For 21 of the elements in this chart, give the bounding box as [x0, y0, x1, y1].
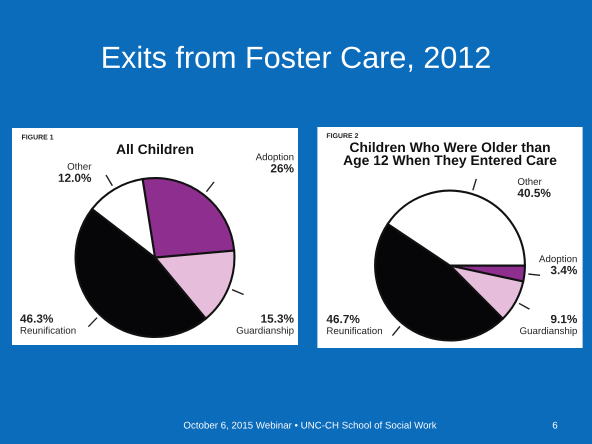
text: Exits from Foster Care, 2012	[103, 46, 490, 72]
slice-label: Guardianship	[520, 327, 577, 336]
text: October 6, 2015 Webinar • UNC-CH School of Social Work	[184, 421, 437, 430]
slice-label: Adoption	[538, 255, 577, 264]
data-label: 9.1%	[550, 314, 578, 324]
data-label: 26%	[270, 164, 294, 172]
text: 6	[552, 422, 558, 429]
slice-label: Guardianship	[236, 326, 294, 336]
slice-label: Other	[68, 162, 92, 170]
data-label: 12.0%	[58, 174, 92, 182]
chart-title: All Children	[116, 144, 194, 154]
data-label: 46.3%	[20, 314, 54, 323]
data-label: 46.7%	[326, 314, 360, 324]
slice-label: Adoption	[256, 153, 294, 162]
slice-label: Other	[518, 178, 542, 186]
slice-label: Reunification	[20, 326, 76, 334]
slice-label: Reunification	[327, 327, 382, 334]
data-label: 3.4%	[550, 266, 578, 274]
chart-title: Children Who Were Older than Age 12 When They Entered Care	[343, 142, 556, 168]
data-label: 15.3%	[261, 314, 294, 323]
data-label: 40.5%	[518, 188, 551, 198]
